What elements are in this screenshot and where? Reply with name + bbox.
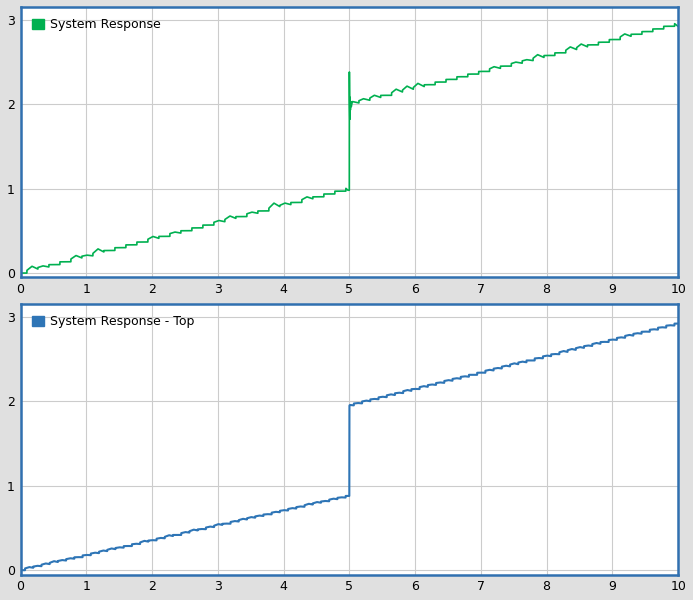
Legend: System Response - Top: System Response - Top xyxy=(27,310,200,334)
Legend: System Response: System Response xyxy=(27,13,166,36)
